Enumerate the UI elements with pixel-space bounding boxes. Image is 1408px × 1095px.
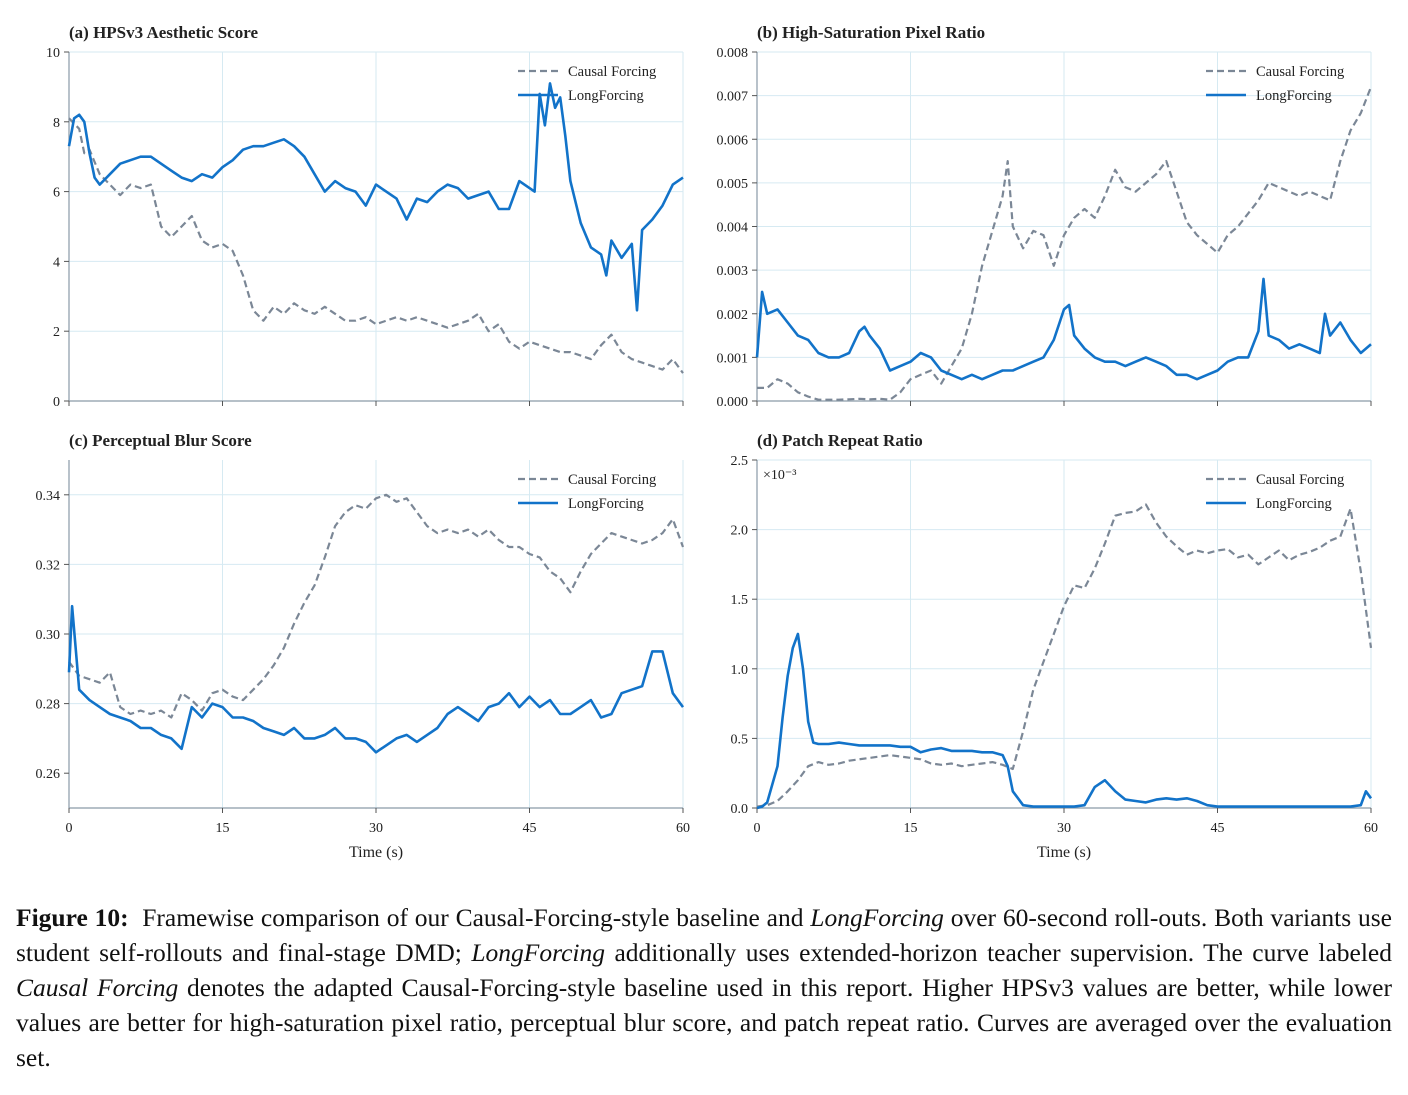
- x-tick-label: 0: [754, 821, 761, 836]
- caption-label: Figure 10:: [16, 903, 129, 932]
- chart-title: (d) Patch Repeat Ratio: [757, 431, 923, 450]
- legend-label-longforcing: LongForcing: [1256, 496, 1332, 512]
- x-tick-label: 45: [523, 821, 537, 836]
- legend-label-longforcing: LongForcing: [568, 496, 644, 512]
- y-tick-label: 2: [53, 325, 60, 340]
- y-tick-label: 1.0: [731, 663, 749, 678]
- caption-segment: denotes the adapted Causal-Forcing-style…: [16, 973, 1392, 1072]
- y-tick-label: 10: [46, 46, 60, 61]
- caption-segment: over 60-second roll-outs. Both variants …: [16, 903, 1393, 967]
- y-tick-label: 8: [53, 116, 60, 131]
- y-tick-label: 0.007: [717, 90, 749, 105]
- series-line-causal-forcing: [756, 503, 1373, 808]
- x-tick-label: 15: [904, 821, 918, 836]
- x-tick-label: 30: [1057, 821, 1071, 836]
- y-tick-label: 2.0: [731, 524, 749, 539]
- series-line-causal-forcing: [68, 117, 684, 374]
- y-tick-label: 0.001: [717, 351, 749, 366]
- x-tick-label: 15: [216, 821, 230, 836]
- x-tick-label: 60: [1364, 821, 1378, 836]
- chart-title: (a) HPSv3 Aesthetic Score: [69, 23, 258, 42]
- y-tick-label: 0.008: [717, 46, 749, 61]
- caption-segment: additionally uses extended-horizon teach…: [604, 938, 1392, 967]
- y-tick-label: 0.004: [717, 221, 749, 236]
- chart-panel-0: 0 2 4 6 8 10 (a) HPSv3 Aesthetic Score Causal F…: [46, 23, 684, 410]
- legend-label-causal-forcing: Causal Forcing: [568, 64, 656, 80]
- legend-label-causal-forcing: Causal Forcing: [1256, 472, 1344, 488]
- y-tick-label: 4: [53, 255, 60, 270]
- y-tick-label: 0.28: [36, 698, 61, 713]
- y-tick-label: 0.0: [731, 802, 749, 817]
- legend-label-longforcing: LongForcing: [568, 88, 644, 104]
- chart-title: (c) Perceptual Blur Score: [69, 431, 252, 450]
- x-axis-label: Time (s): [349, 844, 403, 861]
- chart-title: (b) High-Saturation Pixel Ratio: [757, 23, 985, 42]
- y-tick-label: 0: [53, 395, 60, 410]
- caption-segment: Framewise comparison of our Causal-Forci…: [142, 903, 811, 932]
- chart-panel-2: 0.26 0.28 0.30 0.32 0.34 0 15 30 45 60 (c) Percept…: [36, 431, 691, 861]
- legend-label-longforcing: LongForcing: [1256, 88, 1332, 104]
- y-tick-label: 0.26: [36, 767, 61, 782]
- caption-emphasis: LongForcing: [471, 938, 605, 967]
- y-tick-label: 0.003: [717, 264, 749, 279]
- figure-panels: 0 2 4 6 8 10 (a) HPSv3 Aesthetic Score Causal F…: [36, 23, 1379, 861]
- series-line-longforcing: [755, 277, 1372, 381]
- y-tick-label: 0.30: [36, 628, 61, 643]
- y-tick-label: 0.34: [36, 489, 61, 504]
- y-tick-label: 0.005: [717, 177, 749, 192]
- chart-panel-3: 0.0 0.5 1.0 1.5 2.0 2.5 0 15 30 45 60 (d) Patch Rep…: [731, 431, 1379, 861]
- x-axis-label: Time (s): [1037, 844, 1091, 861]
- x-tick-label: 0: [66, 821, 73, 836]
- y-tick-label: 6: [53, 186, 60, 201]
- figure-caption: Figure 10: Framewise comparison of our C…: [16, 900, 1392, 1075]
- series-line-longforcing: [67, 82, 684, 312]
- series-line-causal-forcing: [757, 86, 1373, 401]
- caption-emphasis: Causal Forcing: [16, 973, 179, 1002]
- series-line-longforcing: [67, 604, 685, 754]
- y-tick-label: 0.002: [717, 308, 749, 323]
- y-tick-label: 0.000: [717, 395, 749, 410]
- y-tick-label: 1.5: [731, 593, 749, 608]
- x-tick-label: 60: [676, 821, 690, 836]
- caption-emphasis: LongForcing: [810, 903, 944, 932]
- y-tick-label: 0.32: [36, 558, 61, 573]
- series-line-longforcing: [756, 632, 1373, 810]
- caption-text: Framewise comparison of our Causal-Forci…: [16, 903, 1392, 1072]
- y-tick-label: 2.5: [731, 454, 749, 469]
- legend-label-causal-forcing: Causal Forcing: [1256, 64, 1344, 80]
- y-tick-label: 0.006: [717, 133, 749, 148]
- chart-panel-1: 0.000 0.001 0.002 0.003 0.004 0.005 0.006 0.007…: [717, 23, 1373, 410]
- x-tick-label: 45: [1211, 821, 1225, 836]
- x-tick-label: 30: [369, 821, 383, 836]
- series-line-causal-forcing: [68, 493, 685, 719]
- legend-label-causal-forcing: Causal Forcing: [568, 472, 656, 488]
- y-tick-label: 0.5: [731, 732, 749, 747]
- y-scale-note: ×10⁻³: [763, 468, 796, 483]
